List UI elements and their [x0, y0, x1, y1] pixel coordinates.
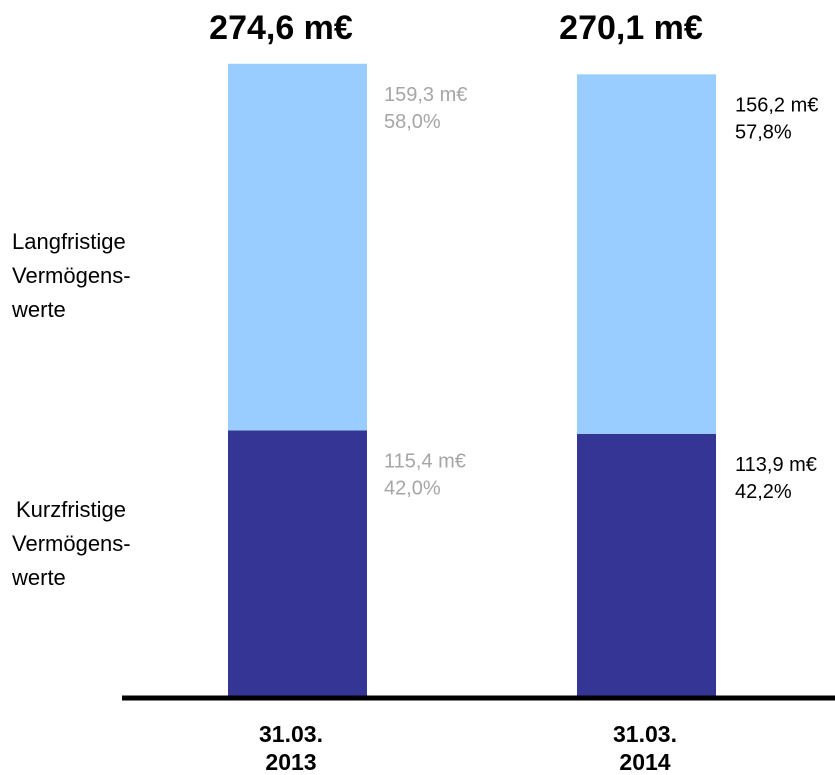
series-name-line: Kurzfristige [16, 497, 126, 522]
value-label: 113,9 m€ [735, 454, 817, 476]
segment-labels: 115,4 m€ 42,0% 159,3 m€ 58,0% 113,9 m€ 42,2% 1… [384, 84, 818, 503]
bars [228, 63, 716, 696]
value-label: 156,2 m€ [735, 94, 818, 116]
percent-label: 42,2% [735, 481, 792, 503]
bar-segment-2-2 [577, 74, 716, 434]
bar-segment-1-1 [228, 430, 367, 696]
percent-label: 42,0% [384, 477, 441, 499]
category-label-line2: 2013 [265, 749, 316, 775]
series-name-line: werte [11, 297, 66, 322]
percent-label: 57,8% [735, 121, 792, 143]
value-label: 159,3 m€ [384, 84, 467, 106]
total-labels: 274,6 m€ 270,1 m€ [209, 9, 703, 47]
series-name-line: werte [11, 565, 66, 590]
bar-segment-2-1 [577, 433, 716, 696]
percent-label: 58,0% [384, 111, 441, 133]
series-name-line: Langfristige [12, 229, 126, 254]
total-label: 270,1 m€ [559, 9, 703, 47]
series-name-line: Vermögens- [12, 263, 131, 288]
category-label-line1: 31.03. [613, 721, 677, 747]
bar-segment-1-2 [228, 63, 367, 431]
series-name-line: Vermögens- [12, 531, 131, 556]
series-names: Kurzfristige Vermögens-werte Langfristige V… [11, 229, 131, 590]
category-label-line2: 2014 [619, 749, 670, 775]
value-label: 115,4 m€ [384, 450, 466, 472]
category-label-line1: 31.03. [259, 721, 323, 747]
total-label: 274,6 m€ [209, 9, 353, 47]
